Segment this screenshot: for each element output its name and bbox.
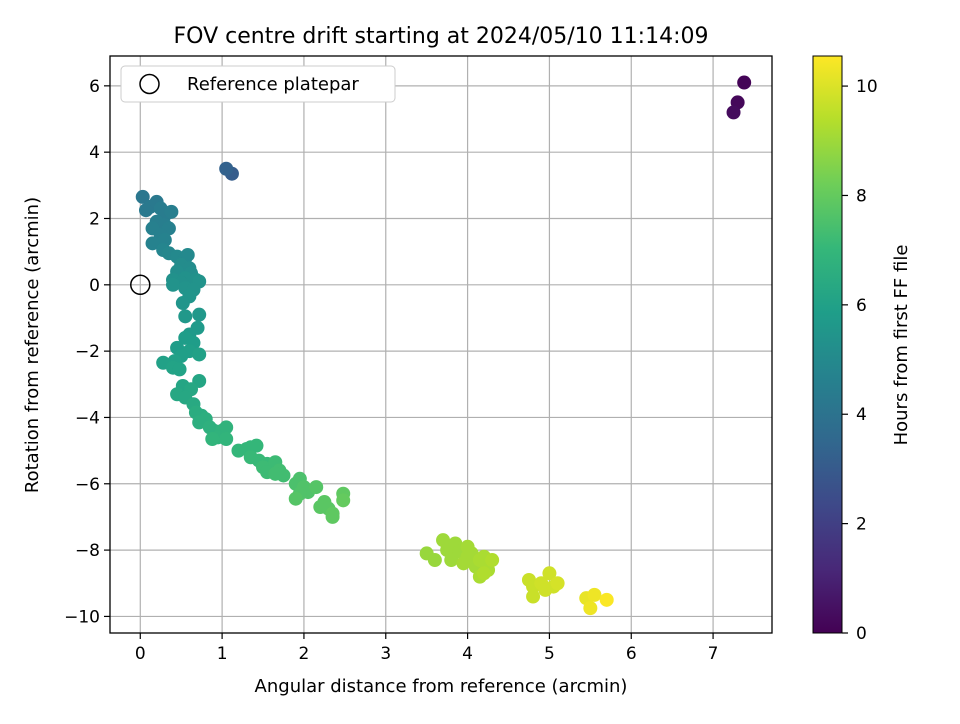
data-point: [550, 576, 565, 591]
reference-platepar-marker: [130, 274, 151, 296]
data-point: [427, 553, 442, 568]
data-point: [166, 277, 181, 292]
y-tick-label: 6: [89, 77, 100, 97]
data-point: [268, 466, 283, 481]
colorbar-ticks: 0 2 4 6 8 10: [842, 77, 878, 644]
data-point: [180, 247, 195, 262]
data-point: [205, 432, 220, 447]
data-point: [164, 204, 179, 219]
y-tick-label: −2: [75, 342, 100, 362]
x-tick-label: 3: [380, 644, 391, 664]
data-point: [583, 601, 598, 616]
chart-title: FOV centre drift starting at 2024/05/10 …: [174, 24, 709, 49]
x-tick-label: 0: [135, 644, 146, 664]
data-point: [178, 309, 193, 324]
y-tick-label: −8: [75, 541, 100, 561]
data-point: [145, 236, 160, 251]
data-point: [288, 491, 303, 506]
data-point: [172, 362, 187, 377]
x-tick-label: 4: [462, 644, 473, 664]
data-point: [219, 432, 234, 447]
colorbar-tick-label: 4: [856, 405, 867, 425]
data-point: [249, 438, 264, 453]
x-tick-label: 5: [544, 644, 555, 664]
y-tick-label: 0: [89, 276, 100, 296]
data-point: [175, 296, 190, 311]
colorbar-tick-label: 2: [856, 515, 867, 535]
x-tick-label: 6: [626, 644, 637, 664]
data-point: [309, 480, 324, 495]
plot-frame: [109, 55, 773, 634]
data-point: [599, 592, 614, 607]
data-point: [587, 587, 602, 602]
data-point: [737, 75, 752, 90]
y-tick-label: 4: [89, 143, 100, 163]
x-tick-label: 7: [708, 644, 719, 664]
x-axis-ticks: 0 1 2 3 4 5 6 7: [135, 633, 719, 664]
data-point: [135, 189, 150, 204]
data-point: [485, 553, 500, 568]
colorbar-tick-label: 8: [856, 186, 867, 206]
legend: Reference platepar: [120, 65, 396, 103]
data-point: [192, 347, 207, 362]
grid-lines: [110, 56, 772, 633]
data-point: [325, 509, 340, 524]
data-point: [219, 161, 234, 176]
colorbar: [812, 55, 843, 634]
y-axis-ticks: −10 −8 −6 −4 −2 0 2 4 6: [64, 77, 110, 627]
y-axis-label: Rotation from reference (arcmin): [22, 197, 43, 493]
data-point: [192, 307, 207, 322]
legend-box: [120, 65, 396, 103]
colorbar-tick-label: 10: [856, 77, 878, 97]
data-points: [130, 75, 752, 616]
data-point: [476, 566, 491, 581]
x-axis-label: Angular distance from reference (arcmin): [255, 676, 628, 697]
data-point: [219, 420, 234, 435]
data-point: [192, 415, 207, 430]
data-point: [526, 589, 541, 604]
data-point: [336, 493, 351, 508]
legend-label-reference: Reference platepar: [187, 74, 359, 95]
colorbar-label: Hours from first FF file: [891, 245, 912, 446]
legend-marker-reference: [139, 73, 160, 95]
y-tick-label: −6: [75, 475, 100, 495]
colorbar-tick-label: 6: [856, 296, 867, 316]
y-tick-label: −4: [75, 408, 100, 428]
x-tick-label: 2: [299, 644, 310, 664]
colorbar-tick-label: 0: [856, 624, 867, 644]
y-tick-label: −10: [64, 607, 100, 627]
data-point: [542, 566, 557, 581]
y-tick-label: 2: [89, 209, 100, 229]
x-tick-label: 1: [217, 644, 228, 664]
data-point: [726, 105, 741, 120]
